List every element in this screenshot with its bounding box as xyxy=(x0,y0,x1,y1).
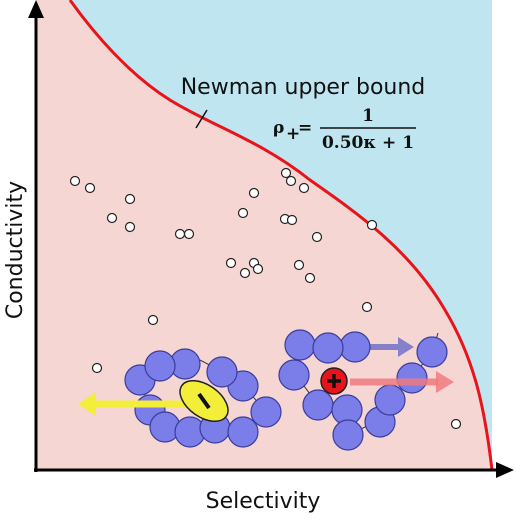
upper-bound-curve xyxy=(68,0,494,471)
polymer xyxy=(78,329,454,451)
formula-subscript: + xyxy=(286,124,300,144)
y-axis-label: Conductivity xyxy=(3,181,28,319)
formula-equals: = xyxy=(298,118,312,138)
region-below xyxy=(36,0,492,470)
y-arrow xyxy=(28,0,44,18)
points xyxy=(69,167,462,430)
x-arrow xyxy=(496,462,514,478)
curve-label: Newman upper bound xyxy=(181,75,426,100)
formula-lhs: ρ xyxy=(273,118,284,138)
formula-denominator: 0.50κ + 1 xyxy=(322,133,414,153)
x-axis-label: Selectivity xyxy=(206,489,321,514)
leader-line xyxy=(195,109,208,129)
formula: ρ + = 1 0.50κ + 1 xyxy=(273,106,416,153)
formula-numerator: 1 xyxy=(362,106,374,126)
